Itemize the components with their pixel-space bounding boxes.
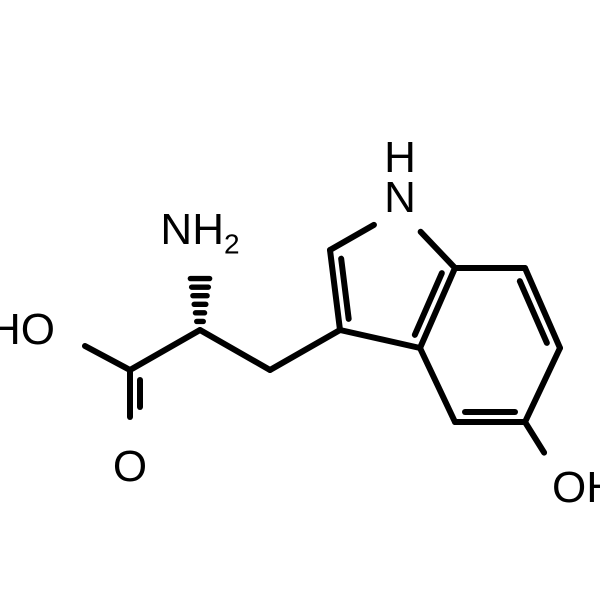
bond	[341, 259, 349, 319]
bond	[85, 346, 130, 370]
bond	[525, 422, 544, 453]
bond	[270, 330, 340, 370]
bond	[340, 330, 420, 348]
molecule-canvas: HOONH2HNOH	[0, 0, 600, 600]
bond	[421, 232, 455, 268]
bond	[420, 348, 455, 422]
atom-label: NH2	[160, 205, 239, 260]
bond	[330, 250, 340, 330]
atom-label: OH	[552, 463, 600, 512]
atom-label: N	[384, 173, 416, 222]
bond	[330, 225, 374, 250]
bond	[200, 330, 270, 370]
bond	[130, 330, 200, 370]
atom-label: O	[113, 442, 147, 491]
atom-label: HO	[0, 305, 55, 354]
bond	[525, 348, 560, 422]
